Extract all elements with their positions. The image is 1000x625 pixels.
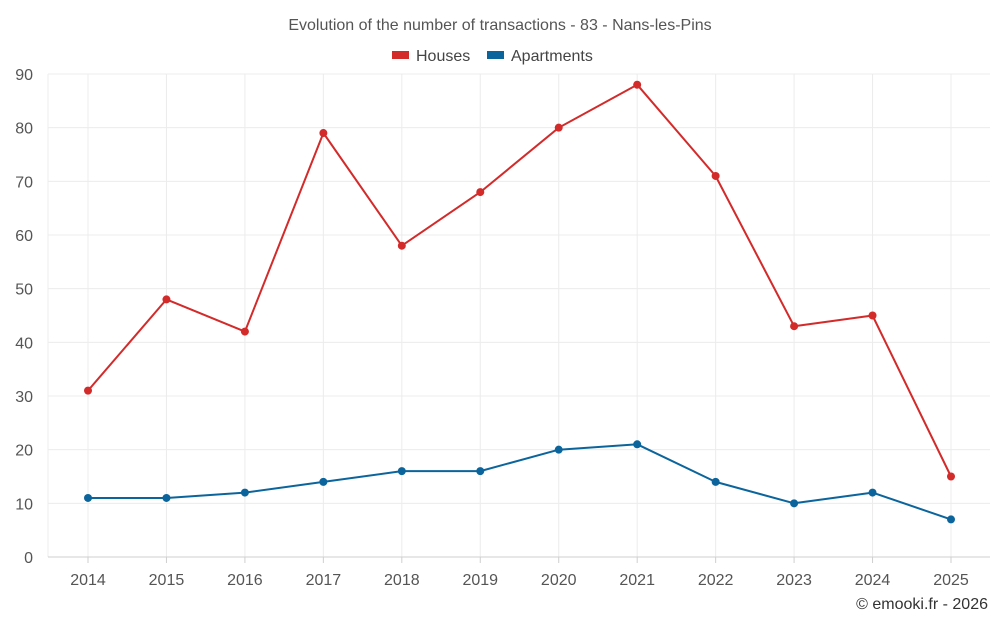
y-tick-label-80: 80 bbox=[15, 121, 33, 138]
point-apartments-2025[interactable] bbox=[947, 515, 955, 524]
x-tick-label-2019: 2019 bbox=[462, 572, 498, 589]
point-houses-2020[interactable] bbox=[554, 123, 563, 132]
legend: Houses Apartments bbox=[392, 48, 593, 65]
point-apartments-2021[interactable] bbox=[633, 440, 642, 449]
x-tick-label-2021: 2021 bbox=[619, 572, 655, 589]
point-apartments-2015[interactable] bbox=[162, 493, 171, 502]
y-tick-label-10: 10 bbox=[15, 496, 33, 513]
y-tick-label-20: 20 bbox=[15, 443, 33, 460]
y-tick-label-50: 50 bbox=[15, 282, 33, 299]
x-axis-ticks: 2014 2015 2016 2017 2018 2019 2020 2021 2022 2023… bbox=[70, 557, 969, 589]
y-tick-label-40: 40 bbox=[15, 335, 33, 352]
legend-label-apartments[interactable]: Apartments bbox=[511, 48, 593, 65]
point-houses-2019[interactable] bbox=[476, 188, 485, 197]
y-tick-label-30: 30 bbox=[15, 389, 33, 406]
x-tick-label-2024: 2024 bbox=[855, 572, 891, 589]
legend-label-houses[interactable]: Houses bbox=[416, 48, 470, 65]
point-houses-2018[interactable] bbox=[397, 241, 406, 250]
x-tick-label-2022: 2022 bbox=[698, 572, 734, 589]
point-houses-2016[interactable] bbox=[240, 327, 249, 336]
y-tick-label-70: 70 bbox=[15, 174, 33, 191]
point-houses-2024[interactable] bbox=[868, 311, 877, 320]
point-houses-2017[interactable] bbox=[319, 129, 328, 138]
point-apartments-2018[interactable] bbox=[397, 467, 406, 476]
x-tick-label-2025: 2025 bbox=[933, 572, 969, 589]
legend-swatch-apartments bbox=[487, 51, 504, 59]
y-axis-ticks: 0 10 20 30 40 50 60 70 80 90 bbox=[15, 67, 33, 567]
point-apartments-2022[interactable] bbox=[711, 477, 720, 486]
x-tick-label-2018: 2018 bbox=[384, 572, 420, 589]
x-tick-label-2015: 2015 bbox=[149, 572, 185, 589]
point-houses-2023[interactable] bbox=[790, 322, 799, 331]
x-tick-label-2020: 2020 bbox=[541, 572, 577, 589]
y-tick-label-90: 90 bbox=[15, 67, 33, 84]
series-houses bbox=[84, 80, 955, 481]
point-apartments-2019[interactable] bbox=[476, 467, 485, 476]
point-houses-2015[interactable] bbox=[162, 295, 171, 304]
point-houses-2021[interactable] bbox=[633, 80, 642, 89]
y-tick-label-0: 0 bbox=[24, 550, 33, 567]
x-tick-label-2017: 2017 bbox=[306, 572, 342, 589]
point-apartments-2017[interactable] bbox=[319, 477, 328, 486]
chart-title: Evolution of the number of transactions … bbox=[288, 17, 711, 34]
grid bbox=[47, 73, 990, 558]
x-tick-label-2016: 2016 bbox=[227, 572, 263, 589]
series-line-houses bbox=[87, 83, 952, 477]
point-houses-2014[interactable] bbox=[84, 386, 92, 395]
point-houses-2025[interactable] bbox=[947, 472, 955, 481]
point-apartments-2023[interactable] bbox=[790, 499, 799, 508]
series-line-apartments bbox=[88, 443, 952, 521]
point-apartments-2016[interactable] bbox=[240, 488, 249, 497]
legend-swatch-houses bbox=[392, 51, 409, 59]
credit-text: © emooki.fr - 2026 bbox=[856, 596, 988, 613]
x-tick-label-2023: 2023 bbox=[776, 572, 812, 589]
series-apartments bbox=[84, 440, 955, 524]
point-apartments-2020[interactable] bbox=[554, 445, 563, 454]
series-layer bbox=[84, 80, 955, 524]
point-apartments-2024[interactable] bbox=[868, 488, 877, 497]
y-tick-label-60: 60 bbox=[15, 228, 33, 245]
point-apartments-2014[interactable] bbox=[84, 493, 92, 502]
x-tick-label-2014: 2014 bbox=[70, 572, 106, 589]
point-houses-2022[interactable] bbox=[711, 171, 720, 180]
